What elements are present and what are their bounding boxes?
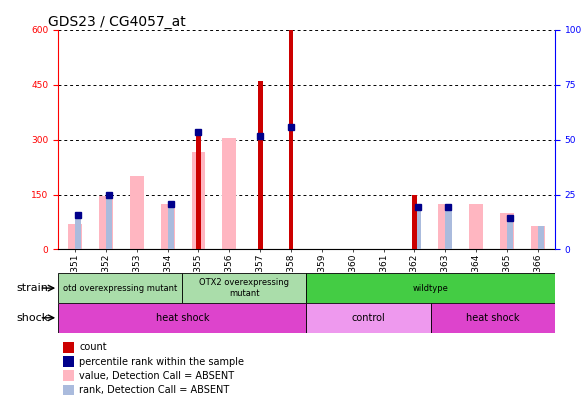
Bar: [58, 273, 182, 303]
Text: heat shock: heat shock: [466, 313, 519, 323]
Text: otd overexpressing mutant: otd overexpressing mutant: [63, 284, 177, 293]
Bar: [538, 226, 544, 249]
Bar: [63, 356, 74, 367]
Text: GDS23 / CG4057_at: GDS23 / CG4057_at: [48, 15, 186, 29]
Text: strain: strain: [17, 283, 49, 293]
Bar: [289, 30, 293, 249]
Bar: [307, 273, 555, 303]
Bar: [106, 194, 112, 249]
Bar: [307, 303, 431, 333]
Bar: [439, 204, 452, 249]
Bar: [75, 215, 81, 249]
Text: count: count: [80, 342, 107, 352]
Text: value, Detection Call = ABSENT: value, Detection Call = ABSENT: [80, 371, 235, 381]
Bar: [223, 138, 236, 249]
Bar: [182, 273, 307, 303]
Bar: [414, 208, 421, 249]
Text: rank, Detection Call = ABSENT: rank, Detection Call = ABSENT: [80, 385, 229, 395]
Text: OTX2 overexpressing
mutant: OTX2 overexpressing mutant: [199, 278, 289, 298]
Bar: [469, 204, 483, 249]
Bar: [531, 226, 545, 249]
Bar: [130, 176, 144, 249]
Bar: [431, 303, 555, 333]
Bar: [161, 204, 174, 249]
Bar: [63, 371, 74, 381]
Bar: [58, 303, 307, 333]
Text: percentile rank within the sample: percentile rank within the sample: [80, 356, 245, 367]
Bar: [445, 208, 451, 249]
Bar: [258, 81, 263, 249]
Bar: [192, 152, 206, 249]
Bar: [196, 129, 201, 249]
Bar: [63, 342, 74, 352]
Text: shock: shock: [16, 313, 49, 323]
Bar: [63, 385, 74, 395]
Bar: [99, 196, 113, 249]
Text: heat shock: heat shock: [156, 313, 209, 323]
Bar: [412, 194, 417, 249]
Text: control: control: [352, 313, 385, 323]
Bar: [68, 224, 82, 249]
Bar: [507, 218, 513, 249]
Bar: [500, 213, 514, 249]
Bar: [167, 204, 174, 249]
Text: wildtype: wildtype: [413, 284, 449, 293]
